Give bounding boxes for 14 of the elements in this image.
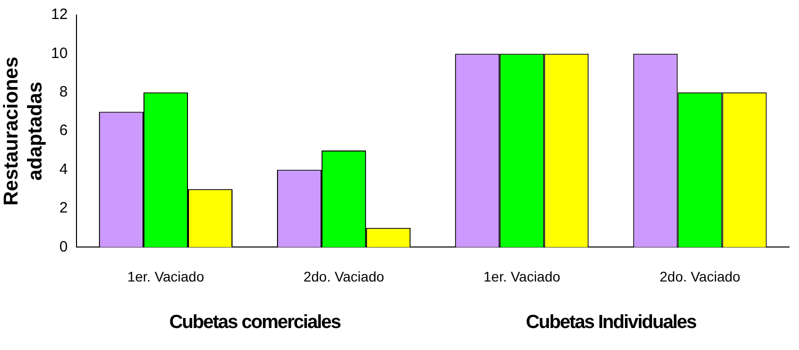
y-axis-title: Restauraciones adaptadas [0, 56, 47, 206]
y-tick-label: 2 [59, 200, 68, 217]
y-tick-label: 6 [59, 122, 68, 140]
x-tick-label: 2do. Vaciado [660, 268, 741, 284]
x-tick-label: 1er. Vaciado [127, 268, 204, 284]
text: Cubetas comerciales [169, 312, 340, 334]
x-tick-label: 2do. Vaciado [303, 268, 384, 284]
text: Cubetas Individuales [526, 312, 696, 334]
y-tick-label: 10 [50, 44, 68, 62]
y-tick-label: 12 [50, 6, 68, 24]
y-tick-label: 8 [59, 84, 68, 101]
x-tick-label: 1er. Vaciado [483, 268, 560, 284]
y-tick-label: 0 [59, 238, 68, 256]
y-tick-label: 4 [59, 160, 68, 178]
